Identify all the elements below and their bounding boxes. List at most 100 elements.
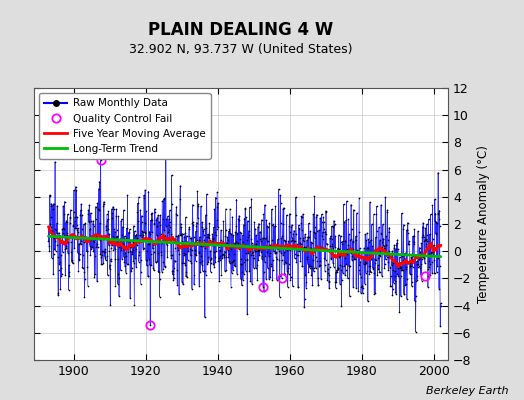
Point	[257, 248, 265, 255]
Point	[403, 220, 412, 226]
Point	[94, 230, 103, 237]
Point	[418, 234, 427, 240]
Point	[70, 218, 79, 224]
Point	[380, 261, 389, 268]
Point	[241, 256, 249, 263]
Point	[110, 234, 118, 241]
Point	[258, 256, 266, 262]
Point	[191, 239, 199, 246]
Point	[80, 239, 88, 246]
Point	[394, 260, 402, 266]
Point	[102, 222, 110, 229]
Point	[270, 223, 279, 229]
Point	[325, 285, 333, 292]
Point	[86, 210, 95, 216]
Point	[205, 235, 213, 241]
Point	[168, 268, 177, 274]
Point	[84, 207, 93, 213]
Point	[130, 260, 138, 266]
Point	[82, 237, 90, 244]
Point	[336, 239, 345, 246]
Text: 32.902 N, 93.737 W (United States): 32.902 N, 93.737 W (United States)	[129, 44, 353, 56]
Point	[242, 214, 250, 220]
Point	[124, 261, 132, 268]
Point	[423, 266, 432, 272]
Point	[172, 212, 181, 218]
Point	[243, 257, 251, 263]
Point	[124, 229, 133, 236]
Point	[274, 236, 282, 243]
Point	[301, 231, 309, 237]
Point	[351, 256, 359, 262]
Point	[406, 263, 414, 269]
Point	[188, 247, 196, 254]
Point	[163, 254, 171, 261]
Point	[386, 282, 395, 289]
Point	[122, 260, 130, 267]
Point	[344, 241, 352, 248]
Point	[191, 258, 200, 264]
Point	[430, 256, 438, 263]
Point	[417, 240, 425, 246]
Point	[339, 270, 347, 276]
Point	[305, 263, 314, 269]
Point	[262, 276, 270, 282]
Point	[262, 217, 270, 223]
Point	[92, 244, 101, 251]
Point	[366, 269, 375, 276]
Point	[104, 216, 112, 222]
Point	[255, 220, 263, 227]
Point	[235, 242, 244, 248]
Point	[189, 241, 198, 248]
Point	[428, 249, 436, 255]
Point	[141, 187, 149, 193]
Point	[321, 262, 329, 269]
Point	[244, 218, 252, 224]
Point	[116, 267, 125, 274]
Point	[114, 280, 122, 287]
Point	[357, 284, 365, 290]
Point	[212, 194, 220, 201]
Point	[57, 251, 65, 258]
Point	[79, 234, 88, 240]
Point	[245, 228, 253, 234]
Point	[275, 186, 283, 192]
Point	[292, 258, 301, 265]
Point	[128, 247, 137, 253]
Point	[335, 252, 344, 259]
Point	[245, 204, 254, 210]
Point	[365, 271, 374, 278]
Point	[219, 238, 227, 245]
Point	[179, 230, 187, 237]
Point	[76, 211, 84, 218]
Point	[196, 269, 204, 276]
Point	[412, 293, 420, 300]
Point	[177, 224, 185, 230]
Point	[243, 237, 251, 243]
Point	[373, 203, 381, 210]
Point	[178, 278, 186, 285]
Point	[89, 221, 97, 227]
Point	[221, 233, 230, 239]
Point	[266, 242, 275, 248]
Point	[421, 236, 430, 242]
Point	[63, 218, 72, 225]
Point	[137, 256, 146, 263]
Point	[253, 238, 261, 244]
Point	[423, 238, 431, 244]
Point	[420, 238, 428, 245]
Point	[86, 226, 94, 232]
Point	[87, 246, 95, 252]
Point	[225, 258, 233, 264]
Point	[306, 228, 314, 234]
Point	[344, 275, 352, 282]
Point	[258, 253, 266, 259]
Point	[88, 244, 96, 250]
Point	[303, 256, 311, 263]
Point	[126, 295, 134, 301]
Point	[213, 189, 221, 195]
Point	[413, 261, 422, 268]
Point	[391, 273, 399, 279]
Point	[250, 254, 258, 261]
Point	[169, 239, 178, 245]
